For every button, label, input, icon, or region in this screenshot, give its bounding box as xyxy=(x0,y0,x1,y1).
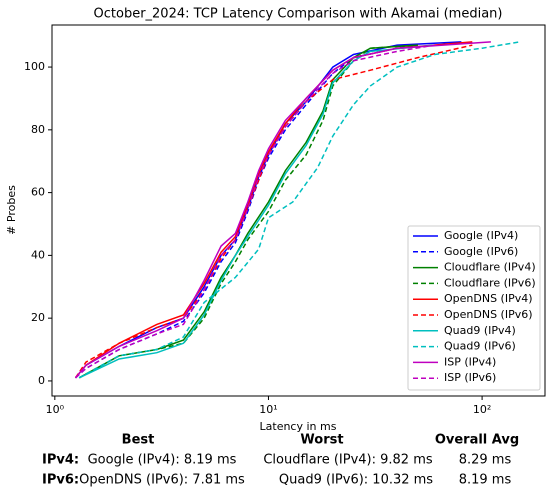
y-tick-label: 40 xyxy=(31,248,45,261)
row-label: IPv4: xyxy=(42,453,79,468)
series-line xyxy=(78,44,418,379)
table-cell: Google (IPv4): 8.19 ms xyxy=(88,453,237,468)
legend-label: Quad9 (IPv6) xyxy=(444,340,516,353)
y-tick-label: 20 xyxy=(31,311,45,324)
y-tick-label: 0 xyxy=(38,374,45,387)
legend-label: Quad9 (IPv4) xyxy=(444,324,516,337)
legend-label: ISP (IPv4) xyxy=(444,355,496,368)
series-line xyxy=(74,44,473,379)
series-line xyxy=(74,44,435,379)
series-line xyxy=(74,41,462,379)
table-cell: Quad9 (IPv6): 10.32 ms xyxy=(279,473,433,488)
series-line xyxy=(74,41,491,379)
series-line xyxy=(78,44,418,379)
legend-label: Cloudflare (IPv6) xyxy=(444,276,536,289)
row-label: IPv6: xyxy=(42,473,79,488)
table-header: Best xyxy=(122,433,155,448)
series-line xyxy=(74,44,418,379)
y-axis-label: # Probes xyxy=(5,185,18,235)
table-header: Overall Avg xyxy=(435,433,519,448)
table-cell: Cloudflare (IPv4): 9.82 ms xyxy=(263,453,433,468)
x-tick-label: 10⁰ xyxy=(46,403,65,416)
series-line xyxy=(78,44,435,379)
y-tick-label: 60 xyxy=(31,186,45,199)
legend-box xyxy=(407,225,541,391)
legend-label: OpenDNS (IPv4) xyxy=(444,292,533,305)
legend-label: OpenDNS (IPv6) xyxy=(444,308,533,321)
x-axis-label: Latency in ms xyxy=(260,420,337,433)
chart-title: October_2024: TCP Latency Comparison wit… xyxy=(94,7,503,22)
table-cell: 8.19 ms xyxy=(459,473,512,488)
legend-label: Google (IPv6) xyxy=(444,245,518,258)
y-tick-label: 100 xyxy=(24,60,45,73)
table-header: Worst xyxy=(300,433,343,448)
legend-label: Google (IPv4) xyxy=(444,229,518,242)
legend-label: Cloudflare (IPv4) xyxy=(444,261,536,274)
y-tick-label: 80 xyxy=(31,123,45,136)
plot-area xyxy=(51,24,546,397)
x-tick-label: 10² xyxy=(473,403,491,416)
table-cell: OpenDNS (IPv6): 7.81 ms xyxy=(79,473,245,488)
table-cell: 8.29 ms xyxy=(459,453,512,468)
legend-label: ISP (IPv6) xyxy=(444,371,496,384)
x-tick-label: 10¹ xyxy=(259,403,277,416)
series-line xyxy=(78,41,520,379)
